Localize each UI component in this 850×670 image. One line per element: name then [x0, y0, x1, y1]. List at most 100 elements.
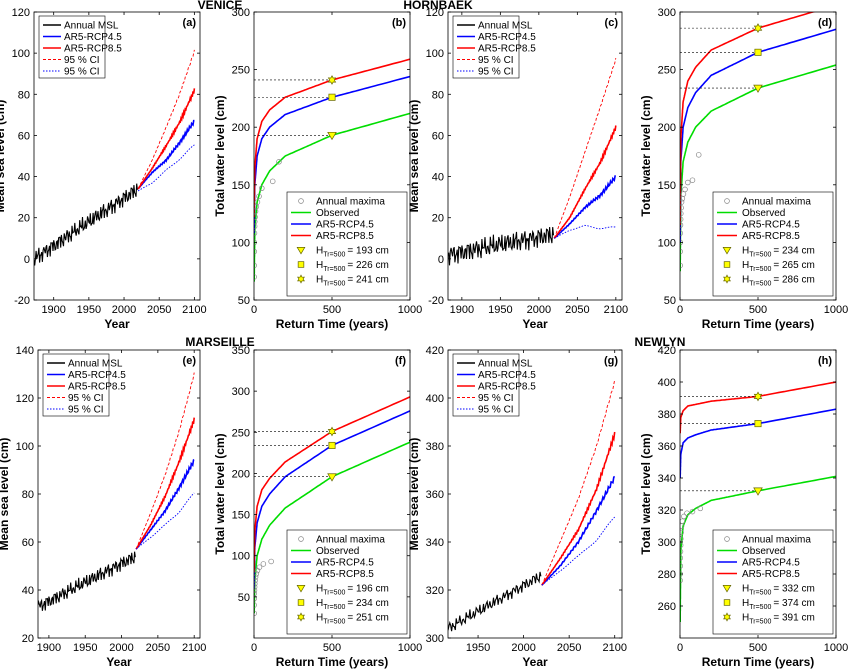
- legend-swatch: [298, 536, 304, 542]
- y-tick-label: 300: [232, 7, 250, 19]
- annual-maxima-point: [681, 513, 687, 520]
- legend-entry: Observed: [742, 208, 785, 219]
- legend-marker-subscript: Tr=500: [323, 252, 345, 259]
- annual-maxima-point: [680, 191, 687, 197]
- annual-maxima-point: [260, 561, 267, 567]
- y-tick-label: -20: [428, 295, 444, 307]
- y-tick-label: 0: [24, 254, 30, 266]
- annual-msl-line: [38, 551, 136, 611]
- legend-f: Annual maximaObservedAR5-RCP4.5AR5-RCP8.…: [286, 529, 408, 635]
- x-tick-label: 1000: [824, 304, 848, 316]
- y-tick-label: 420: [426, 345, 444, 357]
- legend-marker-symbol: H: [316, 584, 323, 595]
- legend-marker-square: [723, 599, 731, 606]
- ticks-d: 0 500 1000 50 100 150 200 250 300: [658, 7, 849, 316]
- legend-marker-symbol: H: [316, 613, 323, 624]
- y-tick-label: 360: [658, 441, 676, 453]
- legend-marker-symbol: H: [742, 584, 749, 595]
- legend-marker-symbol: H: [742, 246, 749, 257]
- y-axis-label: Mean sea level (cm): [0, 100, 7, 213]
- y-axis-label: Total water level (cm): [213, 433, 227, 554]
- y-axis-label: Total water level (cm): [639, 433, 653, 554]
- annual-msl-line: [34, 183, 138, 266]
- y-tick-label: 50: [664, 295, 676, 307]
- panel-e: 1900 1950 2000 2050 210020406080100120140Yea…: [0, 335, 255, 669]
- ticks-h: 0 500 1000 260 280 300 320 340 360 380 400 420: [658, 345, 849, 654]
- legend-marker-label: HTr=500 = 234 cm: [316, 598, 389, 611]
- legend-marker-value: = 196 cm: [347, 584, 388, 595]
- x-tick-label: 0: [677, 304, 683, 316]
- legend-swatch: [724, 198, 730, 204]
- y-axis-label: Mean sea level (cm): [407, 438, 421, 551]
- annual-maxima-point: [254, 574, 259, 580]
- legend-marker-subscript: Tr=500: [323, 604, 345, 611]
- legend-marker-symbol: H: [742, 275, 749, 286]
- x-tick-label: 2050: [557, 642, 581, 654]
- legend-box: [452, 353, 520, 417]
- annual-maxima-point: [697, 505, 704, 512]
- legend-box: [38, 15, 106, 79]
- legend-marker-star: [723, 612, 731, 622]
- legend-marker-symbol: H: [316, 260, 323, 271]
- plot-area-e: [38, 372, 195, 611]
- annual-maxima-point: [680, 205, 684, 211]
- x-tick-label: 0: [677, 642, 683, 654]
- annual-maxima-point: [268, 558, 274, 565]
- annual-maxima-point: [254, 230, 258, 236]
- y-tick-label: 100: [232, 237, 250, 249]
- annual-maxima-point: [680, 518, 686, 524]
- annual-maxima-point: [685, 179, 691, 186]
- legend-marker-label: HTr=500 = 226 cm: [316, 260, 389, 273]
- annual-maxima-point: [680, 536, 684, 542]
- legend-marker-subscript: Tr=500: [749, 252, 771, 259]
- panel-label: (f): [395, 355, 406, 367]
- marker-star: [327, 75, 337, 85]
- legend-marker-symbol: H: [742, 598, 749, 609]
- y-tick-label: 40: [22, 585, 34, 597]
- legend-entry: Annual maxima: [316, 197, 385, 208]
- annual-maxima-point: [680, 222, 684, 228]
- legend-entry: AR5-RCP4.5: [316, 220, 374, 231]
- x-tick-label: 500: [749, 642, 767, 654]
- y-tick-label: 20: [432, 213, 444, 225]
- y-tick-label: 300: [658, 537, 676, 549]
- annual-maxima-point: [256, 564, 263, 570]
- legend-marker-value: = 241 cm: [347, 275, 388, 286]
- x-tick-label: 2000: [527, 304, 551, 316]
- series-ar5-rcp4-5-line: [137, 119, 195, 190]
- axes-frame: [679, 349, 837, 639]
- axes-frame: [447, 349, 623, 639]
- legend-box: [712, 191, 834, 297]
- y-tick-label: 200: [232, 122, 250, 134]
- legend-marker-subscript: Tr=500: [323, 619, 345, 626]
- annual-maxima-point: [682, 186, 688, 193]
- series-ar5-rcp4-5-line: [541, 475, 616, 586]
- annual-maxima-point: [680, 542, 684, 548]
- annual-maxima-point: [256, 193, 262, 200]
- legend-marker-symbol: H: [316, 246, 323, 257]
- panel-c: 1900 1950 2000 2050 2100 -20 0 20 40 60 80 100 120 Ye…: [403, 0, 628, 331]
- x-tick-label: 1950: [466, 642, 490, 654]
- x-tick-label: 500: [323, 304, 341, 316]
- plot-area-f: [254, 396, 410, 617]
- legend-entry: AR5-RCP8.5: [64, 44, 122, 55]
- legend-marker-value: = 193 cm: [347, 246, 388, 257]
- legend-swatch: [724, 536, 730, 542]
- marker-triangle: [753, 84, 763, 93]
- ticks-b: 0 500 1000 50 100 150 200 250 300: [232, 7, 423, 316]
- legend-entry: AR5-RCP8.5: [316, 231, 374, 242]
- annual-maxima-point: [680, 210, 684, 217]
- legend-marker-subscript: Tr=500: [749, 281, 771, 288]
- panel-label: (e): [183, 355, 197, 367]
- series-95-ci-line: [137, 144, 195, 192]
- legend-marker-label: HTr=500 = 391 cm: [742, 613, 815, 626]
- x-tick-label: 2000: [511, 642, 535, 654]
- axes-frame: [679, 11, 837, 301]
- legend-entry: 95 % CI: [64, 67, 100, 78]
- y-tick-label: 120: [12, 7, 30, 19]
- series-95-ci-line: [137, 49, 195, 190]
- marker-triangle: [327, 131, 337, 141]
- plot-area-h: [680, 381, 836, 622]
- legend-marker-label: HTr=500 = 196 cm: [316, 584, 389, 597]
